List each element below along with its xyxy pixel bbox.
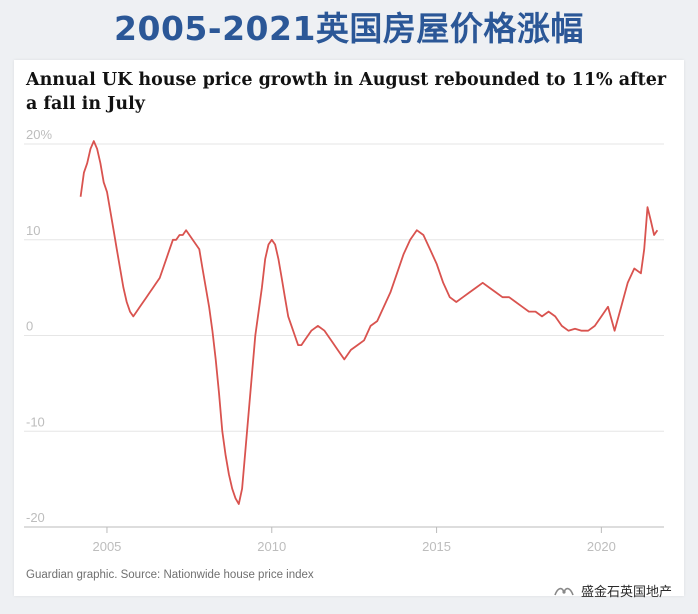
line-chart: 20% 10 0 -10 -20 2005 2010 2015 2020: [24, 127, 664, 554]
y-tick-label: -10: [26, 414, 45, 429]
watermark-text: 盛金石英国地产: [580, 585, 672, 600]
chart-title: Annual UK house price growth in August r…: [26, 70, 667, 114]
y-tick-label: -20: [26, 510, 45, 525]
chart-source: Guardian graphic. Source: Nationwide hou…: [26, 569, 314, 581]
x-tick-label: 2020: [587, 539, 616, 554]
y-tick-label: 10: [26, 223, 40, 238]
x-tick-label: 2010: [257, 539, 286, 554]
series-line-house-price-growth: [79, 140, 659, 505]
wechat-channel-icon: [554, 587, 574, 595]
x-tick-label: 2005: [92, 539, 121, 554]
x-tick-label: 2015: [422, 539, 451, 554]
slide-title: 2005-2021英国房屋价格涨幅: [114, 9, 584, 48]
chart-card: Annual UK house price growth in August r…: [14, 60, 684, 596]
watermark: 盛金石英国地产: [553, 581, 672, 600]
y-tick-label: 20%: [26, 127, 52, 142]
y-tick-label: 0: [26, 319, 33, 334]
